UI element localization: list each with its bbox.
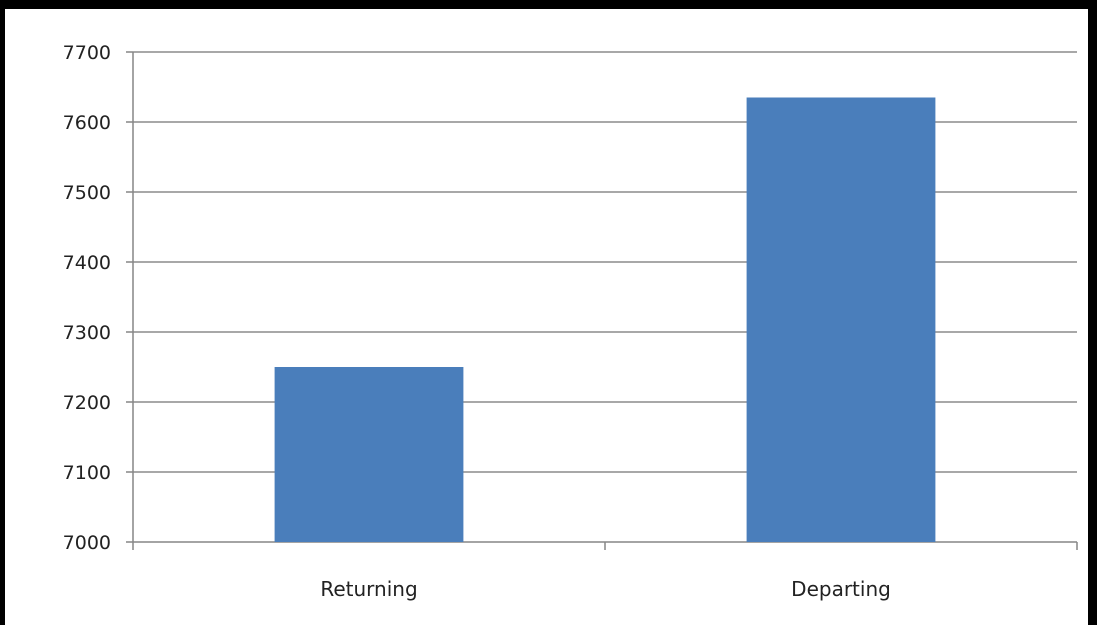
- y-tick-label-7600: 7600: [63, 112, 111, 134]
- bar-chart: 7000 7100 7200 7300 7400 7500 7600 7700 Returnin…: [63, 42, 1078, 601]
- y-tick-label-7400: 7400: [63, 252, 111, 274]
- bar-returning: [274, 367, 464, 542]
- y-tick-label-7100: 7100: [63, 462, 111, 484]
- bar-departing: [746, 97, 936, 542]
- y-tick-label-7500: 7500: [63, 182, 111, 204]
- y-tick-label-7000: 7000: [63, 532, 111, 554]
- y-tick-label-7200: 7200: [63, 392, 111, 414]
- y-tick-label-7300: 7300: [63, 322, 111, 344]
- y-tick-label-7700: 7700: [63, 42, 111, 64]
- category-label-returning: Returning: [320, 577, 417, 601]
- category-label-departing: Departing: [791, 577, 891, 601]
